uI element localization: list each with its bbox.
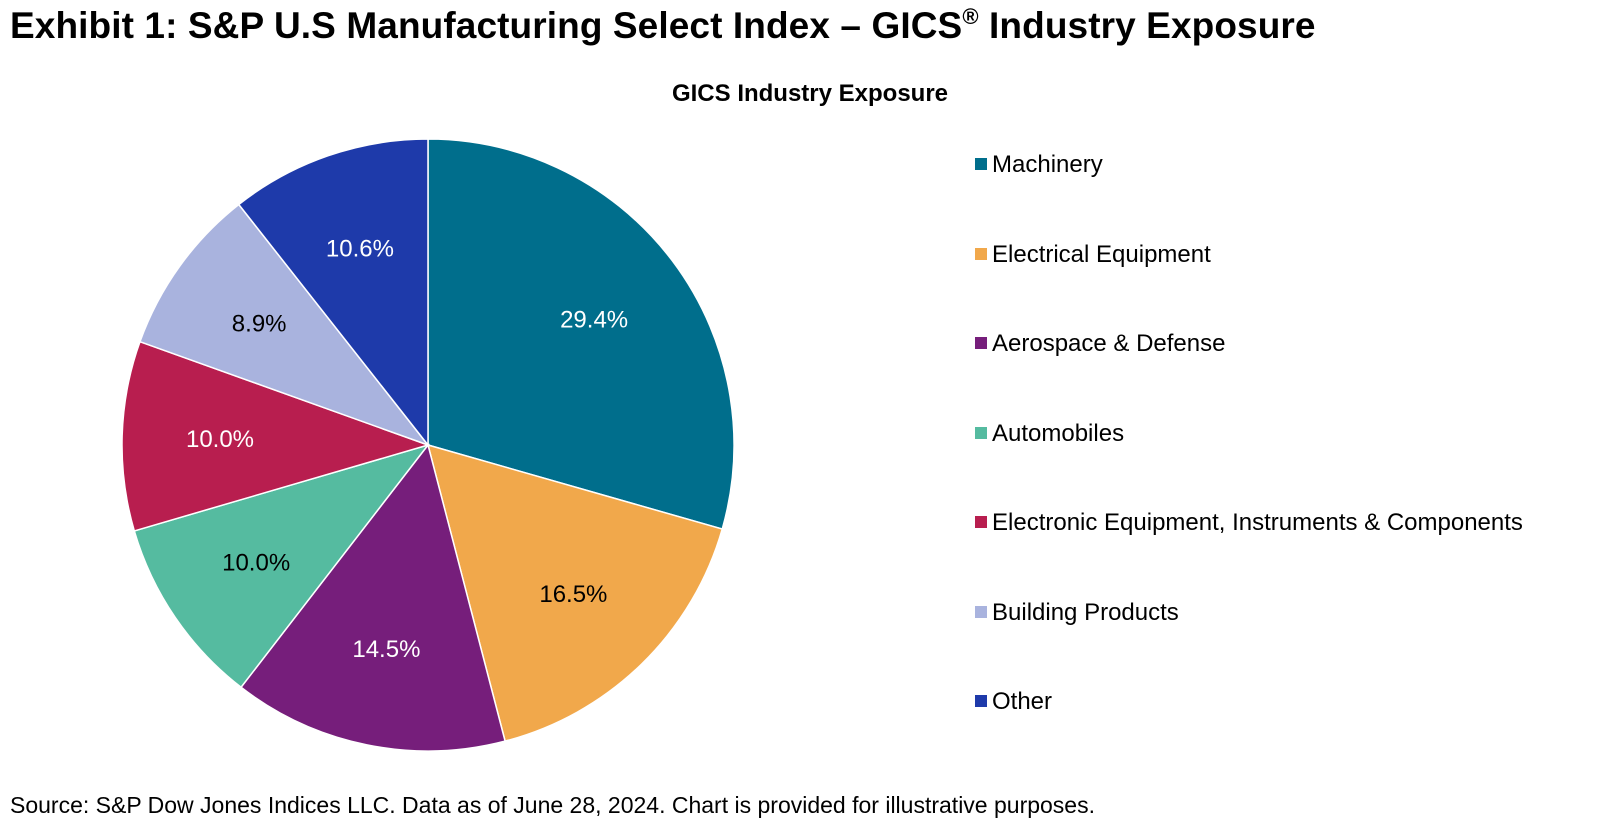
legend-label: Electrical Equipment bbox=[992, 240, 1211, 268]
legend-item-aerospace-and-defense: Aerospace & Defense bbox=[975, 329, 1225, 359]
legend-item-machinery: Machinery bbox=[975, 150, 1103, 180]
pie-slice-electronic-equipment-instruments-and-components bbox=[121, 340, 431, 532]
legend-swatch bbox=[975, 247, 987, 260]
slice-label-electronic-equipment-instruments-and-components: 10.0% bbox=[186, 426, 254, 453]
exhibit-title-main: Exhibit 1: S&P U.S Manufacturing Select … bbox=[10, 5, 963, 46]
legend-item-other: Other bbox=[975, 687, 1052, 717]
slice-label-aerospace-and-defense: 14.5% bbox=[352, 636, 420, 663]
slice-label-automobiles: 10.0% bbox=[222, 549, 290, 576]
registered-mark: ® bbox=[962, 4, 979, 29]
slice-label-machinery: 29.4% bbox=[560, 307, 628, 334]
legend-label: Machinery bbox=[992, 151, 1103, 178]
pie-slice-other bbox=[237, 138, 429, 448]
legend-swatch bbox=[975, 605, 987, 618]
legend-label: Building Products bbox=[992, 598, 1179, 626]
legend-swatch bbox=[975, 337, 987, 349]
legend-swatch bbox=[975, 695, 987, 707]
chart-title: GICS Industry Exposure bbox=[671, 80, 949, 107]
legend-item-automobiles: Automobiles bbox=[975, 419, 1124, 449]
legend-item-electronic-equipment-instruments-and-components: Electronic Equipment, Instruments & Comp… bbox=[975, 508, 1523, 538]
legend-item-electrical-equipment: Electrical Equipment bbox=[975, 240, 1211, 270]
legend-swatch bbox=[975, 516, 987, 528]
pie-slice-machinery bbox=[427, 138, 735, 530]
slice-label-electrical-equipment: 16.5% bbox=[539, 581, 607, 608]
slice-label-building-products: 8.9% bbox=[232, 310, 287, 337]
legend-label: Other bbox=[992, 688, 1053, 715]
exhibit-title: Exhibit 1: S&P U.S Manufacturing Select … bbox=[10, 4, 1316, 47]
legend-label: Electronic Equipment, Instruments & Comp… bbox=[992, 509, 1523, 536]
legend-swatch bbox=[975, 426, 987, 439]
legend-item-building-products: Building Products bbox=[975, 598, 1179, 628]
legend-label: Automobiles bbox=[992, 419, 1125, 447]
pie-slice-electrical-equipment bbox=[426, 443, 724, 743]
pie-slice-aerospace-and-defense bbox=[239, 443, 507, 752]
source-note: Source: S&P Dow Jones Indices LLC. Data … bbox=[10, 792, 1095, 818]
slice-label-other: 10.6% bbox=[326, 235, 394, 262]
legend-swatch bbox=[975, 158, 987, 170]
exhibit-title-tail: Industry Exposure bbox=[978, 5, 1316, 46]
pie-slice-automobiles bbox=[133, 443, 431, 689]
legend-label: Aerospace & Defense bbox=[992, 330, 1226, 357]
pie-slice-building-products bbox=[139, 203, 431, 447]
